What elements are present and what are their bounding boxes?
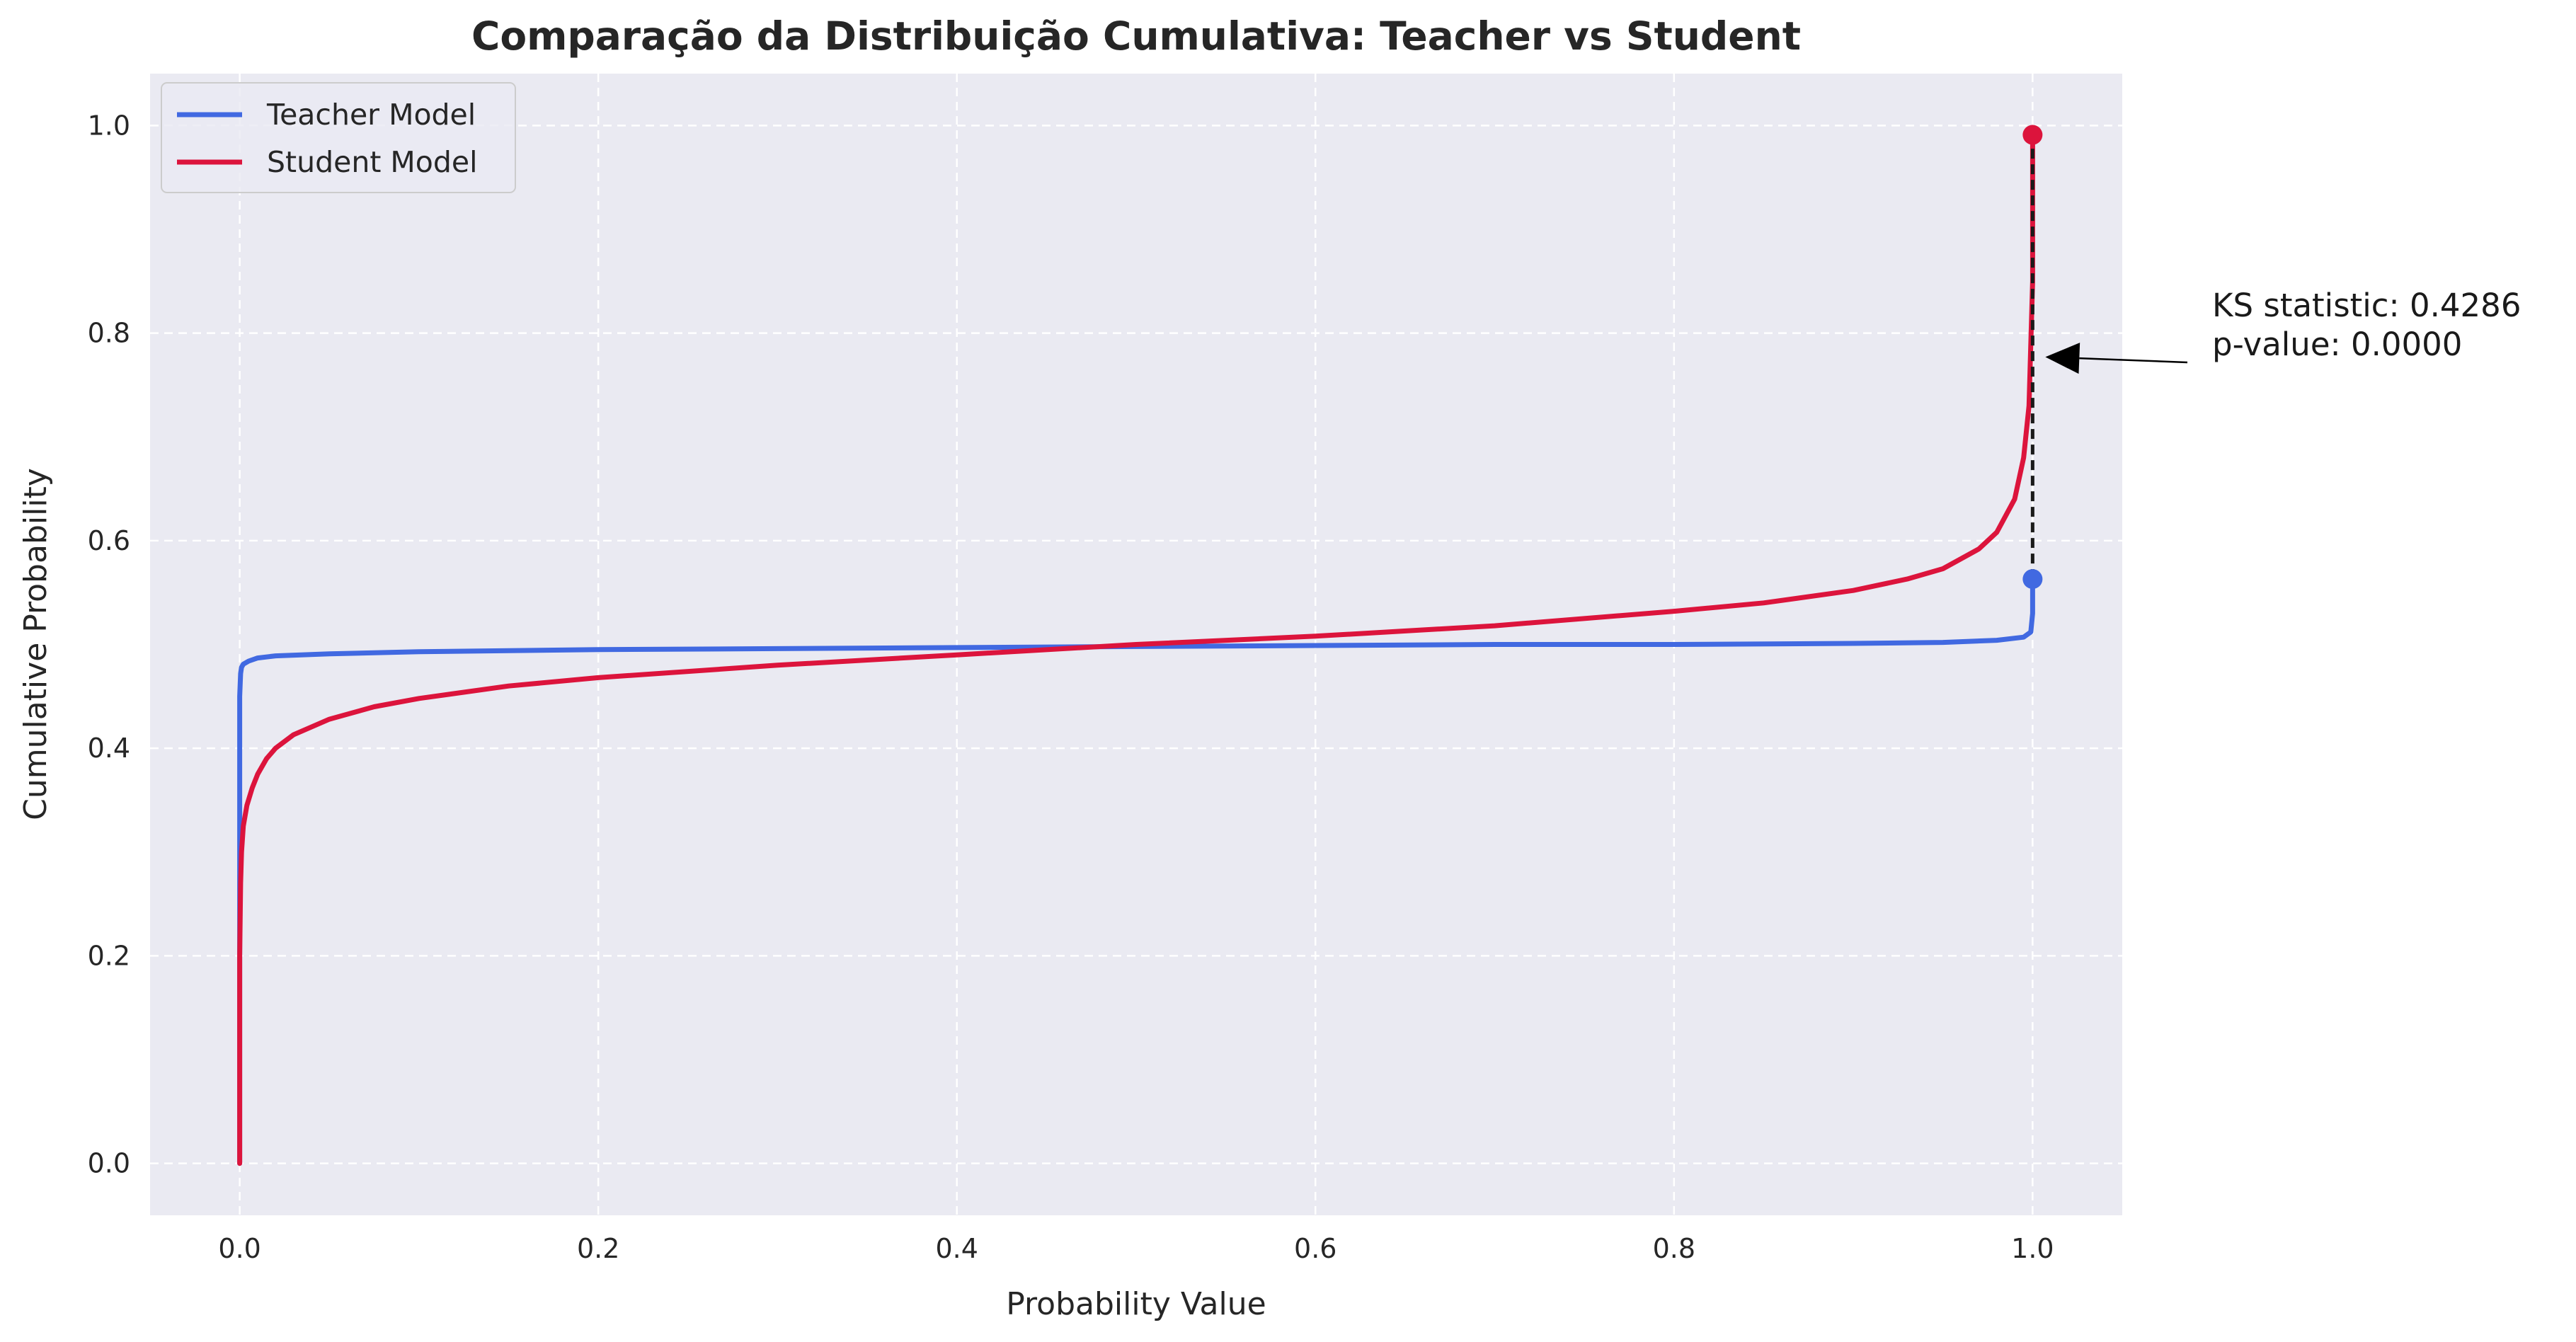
- x-tick-label: 1.0: [2011, 1233, 2054, 1264]
- x-axis-label: Probability Value: [1006, 1286, 1266, 1322]
- legend-box: [161, 82, 516, 193]
- y-tick-label: 0.0: [88, 1148, 130, 1179]
- x-tick-label: 0.2: [577, 1233, 619, 1264]
- annotation-p-value: p-value: 0.0000: [2212, 326, 2462, 363]
- legend: Teacher Model Student Model: [161, 82, 516, 193]
- series-group: [237, 132, 2035, 1166]
- y-tick-label: 0.6: [88, 525, 130, 556]
- legend-label-teacher: Teacher Model: [266, 98, 476, 132]
- x-tick-label: 0.0: [218, 1233, 261, 1264]
- teacher-cdf-line: [237, 576, 2035, 1166]
- y-tick-label: 0.4: [88, 733, 130, 764]
- legend-label-student: Student Model: [267, 145, 478, 179]
- y-axis-label: Cumulative Probability: [18, 468, 54, 820]
- student-ks-marker: [2022, 125, 2043, 145]
- chart-title: Comparação da Distribuição Cumulativa: T…: [471, 13, 1801, 59]
- y-tick-label: 0.8: [88, 318, 130, 349]
- student-cdf-line: [237, 132, 2035, 1166]
- x-tick-label: 0.4: [936, 1233, 978, 1264]
- y-tick-label: 0.2: [88, 940, 130, 971]
- annotation-arrow-head: [2045, 343, 2080, 374]
- x-tick-label: 0.8: [1653, 1233, 1695, 1264]
- ks-annotation: KS statistic: 0.4286 p-value: 0.0000: [2045, 287, 2521, 374]
- teacher-ks-marker: [2022, 569, 2043, 590]
- x-tick-label: 0.6: [1294, 1233, 1336, 1264]
- annotation-ks-statistic: KS statistic: 0.4286: [2212, 287, 2521, 324]
- annotation-arrow-shaft: [2079, 357, 2188, 364]
- ks-group: [2022, 125, 2043, 590]
- y-tick-label: 1.0: [88, 110, 130, 141]
- tick-labels: 0.0 0.2 0.4 0.6 0.8 1.0 0.0 0.2 0.4 0.6 0.8 1.0: [88, 110, 2054, 1264]
